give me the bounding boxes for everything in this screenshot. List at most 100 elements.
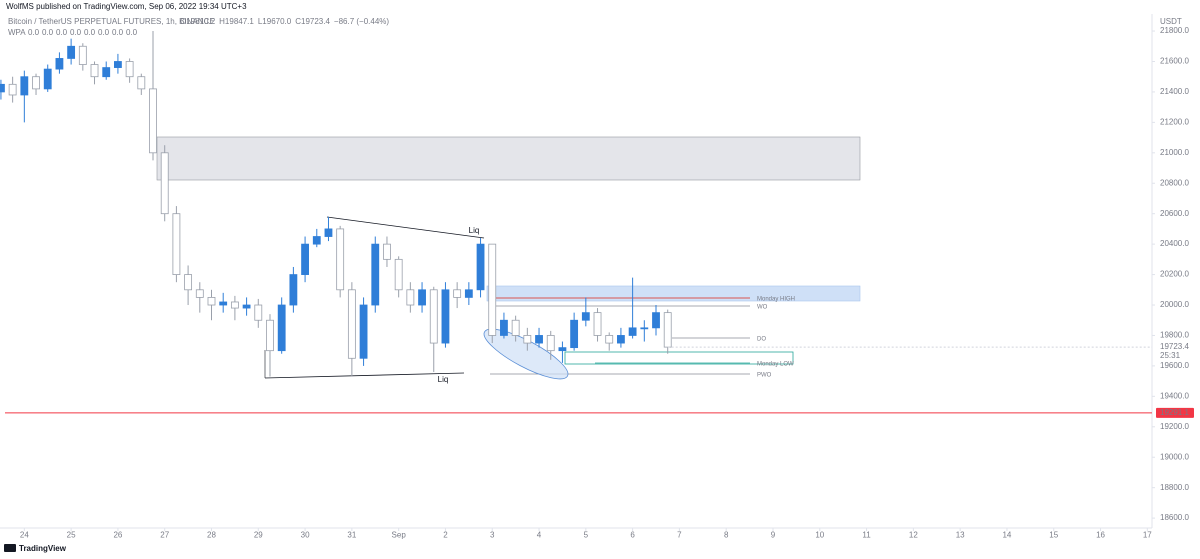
indicator-value: 0.0 — [42, 28, 54, 37]
candle-body — [324, 228, 333, 237]
candle-body — [383, 243, 391, 260]
annotation: Liq — [469, 226, 480, 235]
candle-body — [581, 312, 590, 321]
indicator-value: 0.0 — [126, 28, 138, 37]
y-tick-label: 21000.0 — [1160, 148, 1189, 157]
candle-body — [219, 301, 228, 306]
y-tick-label: 20400.0 — [1160, 239, 1189, 248]
x-tick-label: 8 — [724, 531, 729, 540]
x-tick-label: 15 — [1049, 531, 1058, 540]
ohlc-value: −86.7 (−0.44%) — [334, 17, 389, 26]
candle-body — [476, 243, 485, 291]
x-tick-label: Sep — [392, 531, 407, 540]
candle-body — [500, 319, 508, 336]
candle-body — [55, 58, 64, 70]
candle-body — [347, 289, 356, 359]
ohlc-value: H19847.1 — [219, 17, 254, 26]
trendline-bottom — [264, 372, 465, 379]
indicator-value: 0.0 — [70, 28, 82, 37]
candle-body — [640, 327, 649, 330]
annotation: DO — [757, 337, 766, 343]
candle-body — [0, 83, 5, 93]
candle-body — [570, 319, 579, 349]
indicator-value: 0.0 — [56, 28, 68, 37]
candle-body — [628, 327, 637, 336]
indicator-value: 0.0 — [112, 28, 124, 37]
candle-body — [207, 297, 216, 306]
y-tick-label: 21600.0 — [1160, 57, 1189, 66]
logo — [4, 544, 16, 552]
candle-body — [149, 88, 157, 154]
annotation: PWO — [757, 373, 772, 379]
candle-body — [617, 335, 625, 344]
candle-body — [663, 312, 672, 348]
x-tick-label: 2 — [443, 531, 448, 540]
ohlc-value: C19723.4 — [295, 17, 330, 26]
annotation: Monday LOW — [757, 362, 794, 368]
last-price-label: 19723.4 — [1160, 342, 1189, 351]
y-tick-label: 20200.0 — [1160, 270, 1189, 279]
x-tick-label: 11 — [862, 531, 871, 540]
y-tick-label: 19200.0 — [1160, 422, 1189, 431]
legend-symbol: Bitcoin / TetherUS PERPETUAL FUTURES, 1h… — [8, 17, 215, 26]
candle-body — [43, 68, 52, 90]
currency: USDT — [1160, 17, 1182, 26]
x-tick-label: 10 — [815, 531, 824, 540]
candle-body — [277, 304, 286, 352]
indicator-value: 0.0 — [98, 28, 110, 37]
candle-body — [558, 347, 567, 352]
candle-body — [429, 289, 438, 344]
x-tick-label: 17 — [1143, 531, 1152, 540]
candle-body — [441, 289, 450, 344]
x-tick-label: 7 — [677, 531, 682, 540]
candle-body — [511, 319, 520, 336]
x-tick-label: 27 — [160, 531, 169, 540]
candle-body — [230, 301, 239, 309]
y-tick-label: 20000.0 — [1160, 300, 1189, 309]
x-tick-label: 29 — [254, 531, 263, 540]
candle-body — [289, 274, 298, 306]
candle-body — [418, 289, 426, 306]
candle-body — [102, 67, 111, 78]
y-tick-label: 18800.0 — [1160, 483, 1189, 492]
candle-body — [523, 335, 532, 344]
y-tick-label: 20800.0 — [1160, 178, 1189, 187]
x-tick-label: 6 — [630, 531, 635, 540]
y-tick-label: 21200.0 — [1160, 117, 1189, 126]
y-tick-label: 19600.0 — [1160, 361, 1189, 370]
x-tick-label: 14 — [1002, 531, 1011, 540]
x-tick-label: 13 — [956, 531, 965, 540]
candle-body — [371, 243, 380, 306]
x-tick-label: 3 — [490, 531, 495, 540]
indicator-value: 0.0 — [84, 28, 96, 37]
range-box — [564, 351, 794, 365]
candle-body — [90, 64, 99, 78]
x-tick-label: 31 — [347, 531, 356, 540]
candle-body — [301, 243, 309, 275]
indicator-value: 0.0 — [28, 28, 40, 37]
x-tick-label: 25 — [67, 531, 76, 540]
indicator-values: 0.0 0.0 0.0 0.0 0.0 0.0 0.0 0.0 — [28, 28, 138, 37]
trendline-top — [326, 216, 485, 239]
candle-body — [359, 304, 368, 359]
y-tick-label: 18600.0 — [1160, 513, 1189, 522]
candle-body — [20, 76, 29, 96]
x-tick-label: 5 — [584, 531, 589, 540]
candle-body — [137, 76, 146, 90]
x-tick-label: 9 — [771, 531, 776, 540]
candle-body — [266, 319, 274, 352]
annotation: Monday HIGH — [757, 297, 795, 303]
candle-body — [652, 312, 660, 329]
y-tick-label: 20600.0 — [1160, 209, 1189, 218]
ohlc-value: L19670.0 — [258, 17, 292, 26]
candle-body — [172, 213, 181, 275]
demand-zone — [486, 285, 861, 302]
candle-body — [546, 335, 555, 352]
x-tick-label: 16 — [1096, 531, 1105, 540]
candle-body — [8, 83, 17, 96]
candle-body — [195, 289, 204, 298]
x-tick-label: 28 — [207, 531, 216, 540]
indicator-name: WPA — [8, 28, 26, 37]
y-tick-label: 21400.0 — [1160, 87, 1189, 96]
